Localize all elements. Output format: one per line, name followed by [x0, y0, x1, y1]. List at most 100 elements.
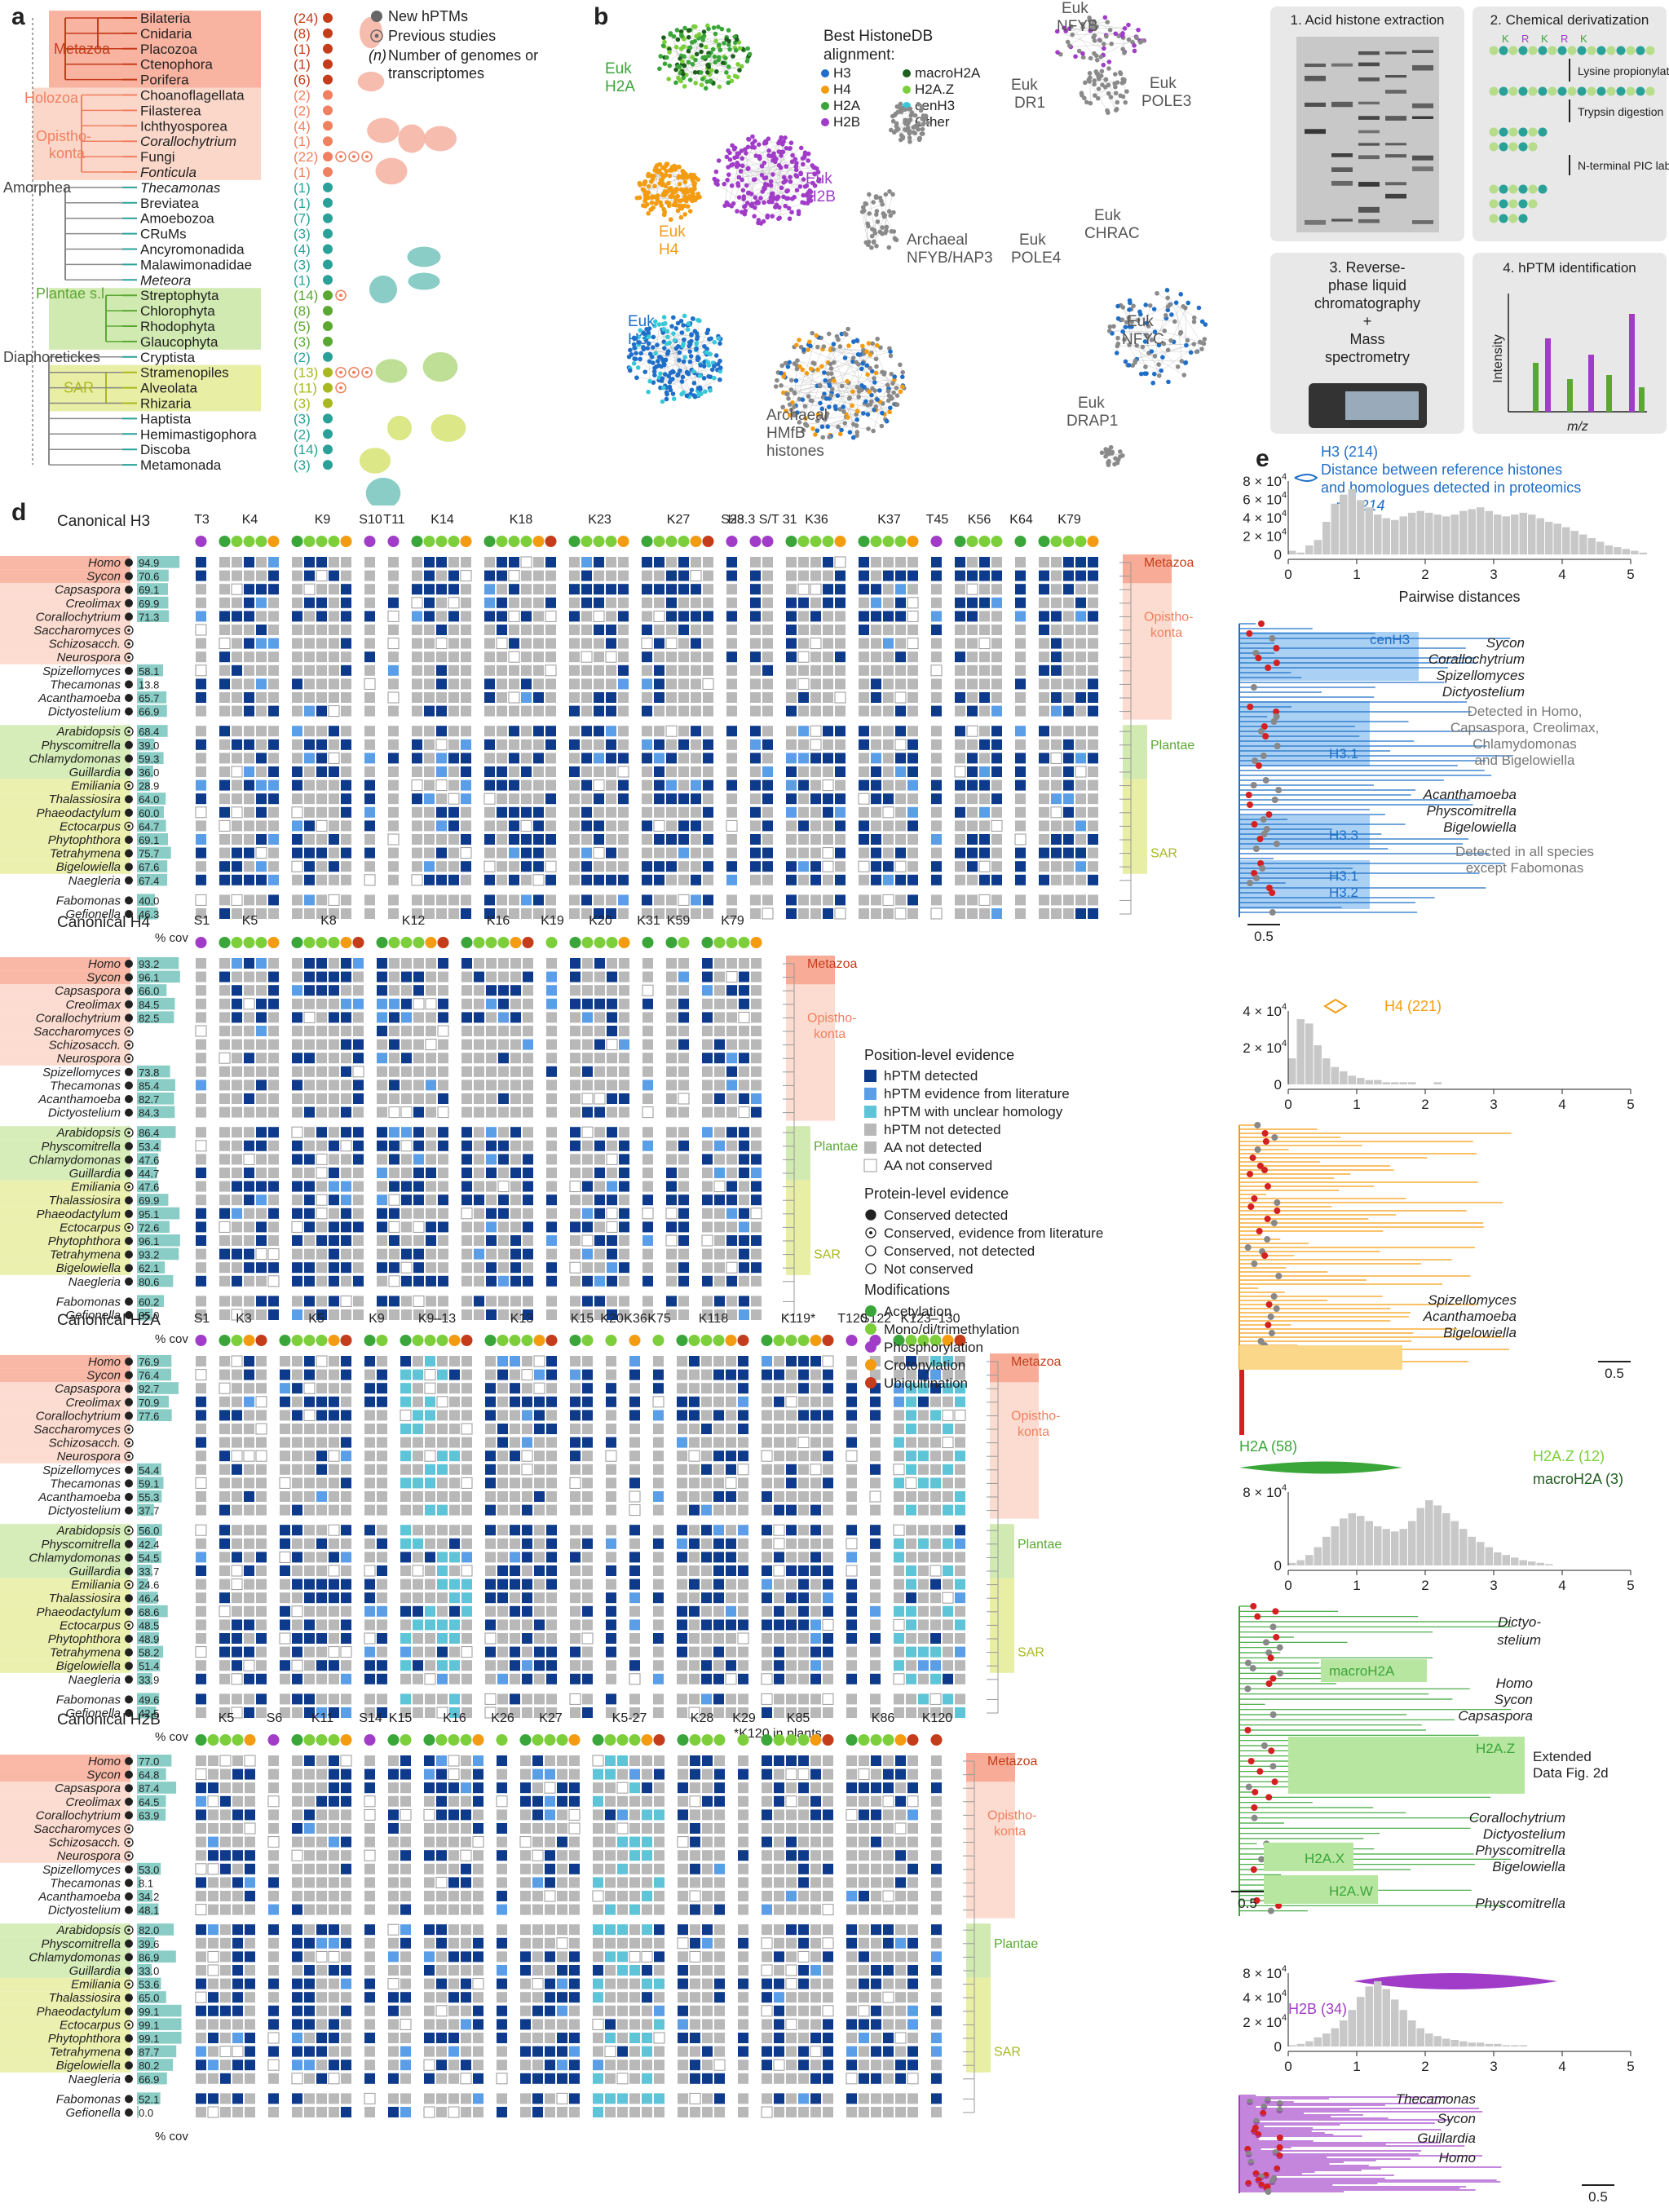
cell-not-detected — [244, 1039, 254, 1050]
network-node — [763, 175, 769, 180]
cell-not-detected — [570, 1066, 581, 1077]
cell-not-detected — [413, 1208, 424, 1219]
cell-hptm-detected — [304, 985, 315, 996]
cell-hptm-detected — [545, 793, 556, 805]
network-node — [729, 78, 735, 84]
network-node — [916, 135, 922, 141]
cell-not-detected — [907, 692, 918, 703]
panel-c-workflow: 1. Acid histone extraction 2. Chemical de… — [1270, 7, 1669, 434]
cell-not-detected — [304, 1140, 315, 1151]
taxon-label: Rhodophyta — [140, 319, 215, 334]
cell-not-detected — [703, 692, 713, 703]
network-node — [687, 28, 691, 33]
network-node — [789, 159, 795, 165]
network-node — [637, 340, 642, 345]
cell-literature — [256, 861, 267, 872]
network-node — [681, 190, 687, 195]
modification-badge — [376, 937, 388, 948]
species-label: Chlamydomonas — [29, 752, 121, 766]
cell-hptm-detected — [786, 894, 797, 906]
network-node — [877, 388, 882, 393]
network-node — [788, 387, 794, 392]
cell-hptm-detected — [606, 874, 616, 885]
new-hptm-dot — [323, 121, 333, 131]
network-node — [854, 417, 859, 422]
cell-hptm-detected — [412, 584, 422, 595]
cell-not-detected — [329, 998, 339, 1009]
cell-not-detected — [219, 958, 230, 969]
cell-not-detected — [268, 611, 279, 622]
cell-hptm-detected — [691, 820, 701, 832]
gel-band — [1358, 219, 1380, 223]
cell-aa-not-conserved — [797, 651, 810, 663]
cell-aa-not-conserved — [930, 664, 943, 677]
network-node — [712, 339, 717, 345]
network-node — [651, 334, 656, 340]
cell-aa-not-conserved — [231, 894, 243, 906]
cell-not-detected — [859, 894, 869, 906]
cell-not-detected — [618, 638, 629, 649]
cell-hptm-detected — [316, 557, 327, 567]
network-node — [688, 172, 694, 178]
cell-hptm-detected — [931, 570, 942, 581]
cell-not-detected — [1075, 793, 1086, 805]
cell-not-detected — [412, 664, 422, 676]
cell-not-detected — [329, 1127, 339, 1138]
cell-aa-not-conserved — [834, 691, 846, 704]
cell-literature — [436, 820, 447, 832]
cell-hptm-detected — [523, 1309, 533, 1320]
cell-aa-not-conserved — [508, 570, 520, 582]
cell-not-detected — [895, 779, 906, 791]
legend-entry: H3 — [833, 65, 851, 81]
cell-hptm-detected — [666, 597, 677, 608]
cell-not-detected — [907, 726, 918, 737]
cell-literature — [256, 779, 267, 791]
modification-badge — [726, 536, 738, 547]
modification-badge — [532, 536, 545, 547]
cell-not-detected — [678, 726, 689, 737]
network-node — [725, 177, 730, 183]
cell-hptm-detected — [219, 874, 230, 885]
species-label: Sycon — [86, 971, 121, 985]
coverage-bar — [137, 1309, 153, 1321]
cell-aa-not-conserved — [219, 1221, 231, 1233]
network-node — [900, 369, 906, 375]
cell-literature — [268, 834, 279, 845]
cell-not-detected — [726, 847, 737, 859]
cell-hptm-detected — [666, 793, 677, 805]
network-node — [680, 168, 686, 174]
cell-not-detected — [726, 692, 737, 703]
cell-not-detected — [244, 894, 254, 906]
cell-not-detected — [497, 820, 507, 832]
cell-not-detected — [412, 834, 422, 845]
coverage-value: 35.0 — [139, 1309, 159, 1322]
cell-hptm-detected — [991, 793, 1002, 805]
cell-literature — [292, 726, 302, 737]
cell-not-detected — [256, 766, 267, 777]
cell-hptm-detected — [619, 1093, 629, 1104]
sequence-residue — [1596, 46, 1606, 55]
sequence-residue — [1528, 184, 1538, 194]
cell-hptm-detected — [582, 998, 593, 1009]
cell-not-detected — [377, 1181, 387, 1192]
network-node — [687, 193, 692, 199]
network-node — [784, 164, 789, 169]
cell-not-detected — [691, 766, 701, 777]
protein-evidence-detected — [125, 896, 133, 905]
cell-not-detected — [618, 625, 629, 635]
cell-not-detected — [1015, 692, 1026, 703]
species-label: Guillardia — [69, 1167, 121, 1181]
network-node — [884, 224, 890, 230]
cell-not-detected — [498, 1127, 509, 1138]
cell-not-detected — [823, 638, 833, 649]
cell-not-detected — [329, 1066, 339, 1077]
sequence-residue — [1489, 184, 1499, 194]
modification-badge — [413, 937, 425, 948]
gel-band — [1412, 166, 1433, 172]
cell-not-detected — [691, 705, 701, 717]
network-node — [665, 334, 670, 340]
cell-hptm-detected — [607, 1275, 617, 1287]
cell-hptm-detected — [256, 753, 267, 764]
cell-hptm-detected — [448, 753, 459, 764]
cell-literature — [486, 1127, 497, 1138]
